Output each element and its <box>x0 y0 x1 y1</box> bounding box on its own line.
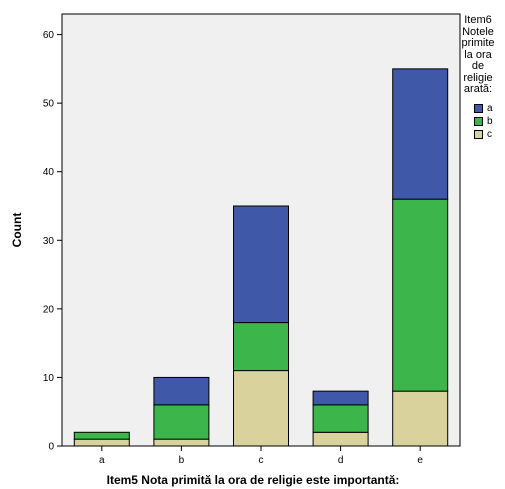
legend-title: Item6 Notele primite la ora de religie arată: <box>454 14 502 96</box>
x-tick-label: b <box>179 455 185 466</box>
x-axis-label: Item5 Nota primită la ora de religie est… <box>107 473 400 487</box>
bar-segment-d-c <box>312 431 369 447</box>
legend-label: b <box>487 115 493 127</box>
bar-segment-d-a <box>312 390 369 406</box>
y-tick-label: 60 <box>43 30 55 41</box>
bar-segment-e-c <box>392 390 449 447</box>
x-axis: a b c d e <box>99 446 423 466</box>
bar-segment-c-a <box>233 205 289 324</box>
legend-title-line: la ora <box>464 48 492 61</box>
x-tick-label: d <box>338 455 344 466</box>
legend-item-a: a <box>474 102 502 115</box>
y-tick-label: 20 <box>43 304 55 315</box>
bar-segment-a-b <box>73 431 130 440</box>
y-tick-label: 10 <box>43 373 55 384</box>
legend-title-line: primite <box>461 37 495 49</box>
legend-swatch <box>474 116 483 126</box>
y-tick-label: 0 <box>48 442 54 453</box>
y-axis: 0 10 20 30 40 50 60 <box>43 30 62 453</box>
legend-item-b: b <box>474 115 502 128</box>
legend-label: c <box>487 128 492 140</box>
bar-segment-c-c <box>233 370 289 447</box>
bar-segment-b-a <box>153 376 210 406</box>
bars-group <box>73 68 449 447</box>
bar-segment-a-c <box>73 438 130 447</box>
legend: Item6 Notele primite la ora de religie arată: … <box>454 14 502 141</box>
legend-item-c: c <box>474 128 502 141</box>
x-tick-label: a <box>99 455 105 466</box>
y-tick-label: 30 <box>43 236 55 247</box>
bar-segment-c-b <box>233 322 289 372</box>
legend-title-line: religie <box>463 71 493 84</box>
bar-segment-e-b <box>392 198 449 392</box>
x-tick-label: e <box>417 455 423 466</box>
legend-swatch <box>474 103 483 113</box>
y-tick-label: 50 <box>43 99 55 110</box>
x-tick-label: c <box>259 455 264 466</box>
y-tick-label: 40 <box>43 167 55 178</box>
legend-title-line: Notele <box>462 25 494 38</box>
legend-title-line: arată: <box>463 83 493 95</box>
y-axis-label: Count <box>10 213 24 248</box>
bar-segment-b-b <box>153 404 210 440</box>
bar-segment-e-a <box>392 68 449 200</box>
legend-swatch <box>474 129 483 139</box>
bar-segment-d-b <box>312 404 369 433</box>
legend-label: a <box>487 102 493 114</box>
bar-segment-b-c <box>153 438 210 447</box>
legend-title-line: Item6 <box>464 14 492 26</box>
legend-title-line: de <box>471 60 485 72</box>
